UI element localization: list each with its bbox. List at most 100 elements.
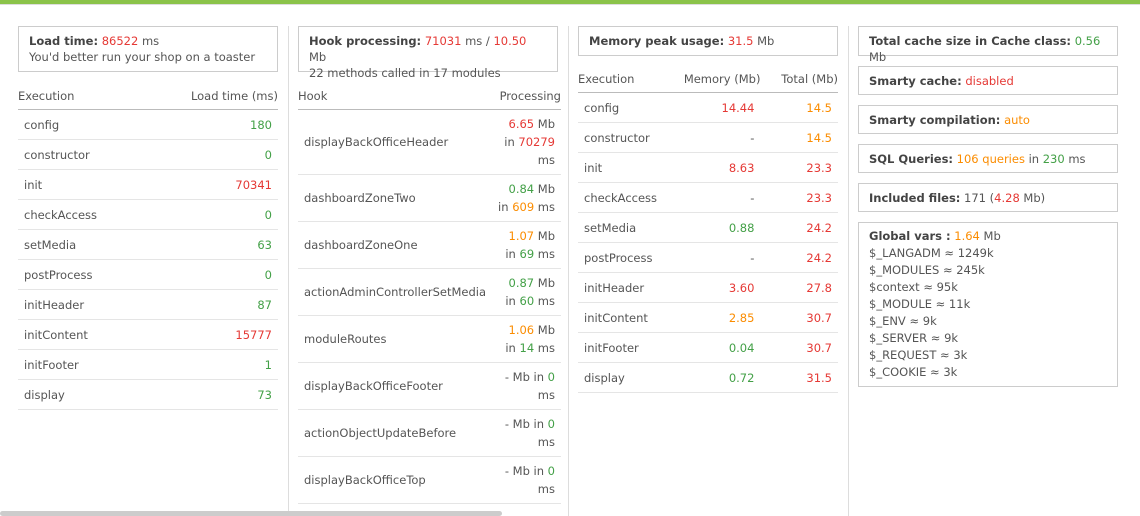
- hook-processing-cell: - Mb in 0 ms: [492, 409, 561, 457]
- execution-name: checkAccess: [578, 182, 674, 213]
- hook-time-line: ms: [498, 386, 555, 404]
- total-value: 31.5: [760, 362, 838, 393]
- table-row: init 8.63 23.3: [578, 152, 838, 183]
- execution-name: initHeader: [578, 272, 674, 303]
- execution-name: setMedia: [18, 229, 147, 260]
- hook-processing-cell: - Mb in 0 ms: [492, 362, 561, 410]
- execution-name: display: [578, 362, 674, 393]
- memory-value: -: [673, 182, 761, 213]
- table-row: moduleRoutes 1.06 Mb in 14 ms: [298, 315, 561, 363]
- hook-time-unit: ms: [537, 435, 555, 449]
- hook-time-line: in 609 ms: [498, 198, 555, 216]
- hook-memory-unit: Mb: [537, 229, 555, 243]
- execution-name: constructor: [578, 122, 674, 153]
- global-var-item: $context ≈ 95k: [869, 280, 958, 294]
- included-files-label: Included files:: [869, 191, 961, 205]
- global-vars-unit: Mb: [983, 229, 1001, 243]
- memory-header: Memory (Mb): [673, 72, 761, 93]
- load-time-value: 63: [146, 229, 278, 260]
- column-separator: [568, 26, 569, 516]
- load-time-value: 0: [146, 199, 278, 230]
- load-time-value: 86522: [101, 34, 139, 48]
- hook-time-value: 60: [519, 294, 535, 308]
- cache-column: Total cache size in Cache class: 0.56 Mb…: [858, 26, 1118, 387]
- hook-memory-value: -: [504, 417, 509, 431]
- sql-queries-box: SQL Queries: 106 queries in 230 ms: [858, 144, 1118, 173]
- hook-memory-line: - Mb in 0: [498, 368, 555, 386]
- table-row: setMedia 63: [18, 229, 278, 260]
- total-value: 14.5: [760, 92, 838, 123]
- hook-ms-unit: ms /: [465, 34, 490, 48]
- load-time-box: Load time: 86522 ms You'd better run you…: [18, 26, 278, 72]
- hook-time-unit: ms: [537, 247, 555, 261]
- total-header: Total (Mb): [760, 72, 838, 93]
- smarty-compilation-label: Smarty compilation:: [869, 113, 1001, 127]
- table-row: display 73: [18, 379, 278, 410]
- memory-value: 0.04: [673, 332, 761, 363]
- total-value: 23.3: [760, 152, 838, 183]
- memory-peak-unit: Mb: [757, 34, 775, 48]
- table-row: dashboardZoneTwo 0.84 Mb in 609 ms: [298, 174, 561, 222]
- hook-memory-line: 0.87 Mb: [498, 274, 556, 292]
- table-row: display 0.72 31.5: [578, 362, 838, 393]
- top-divider: [0, 4, 1140, 5]
- table-row: postProcess 0: [18, 259, 278, 290]
- table-row: dashboardZoneOne 1.07 Mb in 69 ms: [298, 221, 561, 269]
- table-row: checkAccess 0: [18, 199, 278, 230]
- total-value: 23.3: [760, 182, 838, 213]
- hook-column: Hook processing: 71031 ms / 10.50 Mb 22 …: [298, 26, 561, 504]
- hook-time-line: in 14 ms: [498, 339, 555, 357]
- hook-mb-value: 10.50: [493, 34, 527, 48]
- hook-header: Hook: [298, 89, 493, 110]
- included-files-count: 171: [964, 191, 986, 205]
- hook-processing-cell: 1.07 Mb in 69 ms: [492, 221, 561, 269]
- load-time-table: Execution Load time (ms) config 180 constr…: [18, 89, 278, 410]
- hook-in-word: in: [533, 417, 545, 431]
- load-time-value: 15777: [146, 319, 278, 350]
- execution-name: initHeader: [18, 289, 147, 320]
- global-vars-size: 1.64: [954, 229, 980, 243]
- sql-queries-count: 106 queries: [956, 152, 1025, 166]
- horizontal-scrollbar[interactable]: [0, 511, 502, 516]
- memory-peak-label: Memory peak usage:: [589, 34, 725, 48]
- load-time-line: Load time: 86522 ms: [29, 33, 267, 49]
- table-row: config 180: [18, 109, 278, 140]
- sql-queries-time: 230: [1042, 152, 1065, 166]
- hook-time-line: in 69 ms: [498, 245, 555, 263]
- table-row: initContent 15777: [18, 319, 278, 350]
- hook-name: actionAdminControllerSetMedia: [298, 268, 493, 316]
- table-row: actionObjectUpdateBefore - Mb in 0 ms: [298, 409, 561, 457]
- hook-table: Hook Processing displayBackOfficeHeader 6…: [298, 89, 561, 504]
- column-separator: [848, 26, 849, 516]
- hook-name: actionObjectUpdateBefore: [298, 409, 493, 457]
- global-var-item: $_ENV ≈ 9k: [869, 314, 937, 328]
- execution-header: Execution: [578, 72, 674, 93]
- hook-time-unit: ms: [537, 294, 555, 308]
- execution-name: postProcess: [18, 259, 147, 290]
- hook-time-unit: ms: [537, 341, 555, 355]
- sql-queries-label: SQL Queries:: [869, 152, 954, 166]
- memory-table: Execution Memory (Mb) Total (Mb) config 1…: [578, 72, 838, 393]
- hook-in-word: in: [505, 247, 516, 261]
- hook-time-unit: ms: [537, 200, 555, 214]
- hook-time-line: in 60 ms: [498, 292, 555, 310]
- hook-time-unit: ms: [537, 153, 555, 167]
- smarty-cache-box: Smarty cache: disabled: [858, 66, 1118, 95]
- table-row: displayBackOfficeHeader 6.65 Mb in 70279 ms: [298, 109, 561, 175]
- hook-memory-unit: Mb: [537, 323, 555, 337]
- load-time-value: 0: [146, 259, 278, 290]
- smarty-cache-value: disabled: [965, 74, 1014, 88]
- hook-name: dashboardZoneOne: [298, 221, 493, 269]
- hook-processing-label: Hook processing:: [309, 34, 422, 48]
- hook-processing-line: Hook processing: 71031 ms / 10.50 Mb: [309, 33, 547, 65]
- hook-memory-value: -: [504, 370, 509, 384]
- methods-message: 22 methods called in 17 modules: [309, 66, 501, 80]
- table-row: initFooter 1: [18, 349, 278, 380]
- global-vars-box: Global vars : 1.64 Mb $_LANGADM ≈ 1249k $…: [858, 222, 1118, 387]
- table-row: displayBackOfficeTop - Mb in 0 ms: [298, 456, 561, 504]
- included-files-box: Included files: 171 (4.28 Mb): [858, 183, 1118, 212]
- memory-peak-box: Memory peak usage: 31.5 Mb: [578, 26, 838, 56]
- hook-memory-value: 0.87: [508, 276, 535, 290]
- processing-header: Processing: [492, 89, 561, 110]
- hook-memory-unit: Mb: [537, 182, 555, 196]
